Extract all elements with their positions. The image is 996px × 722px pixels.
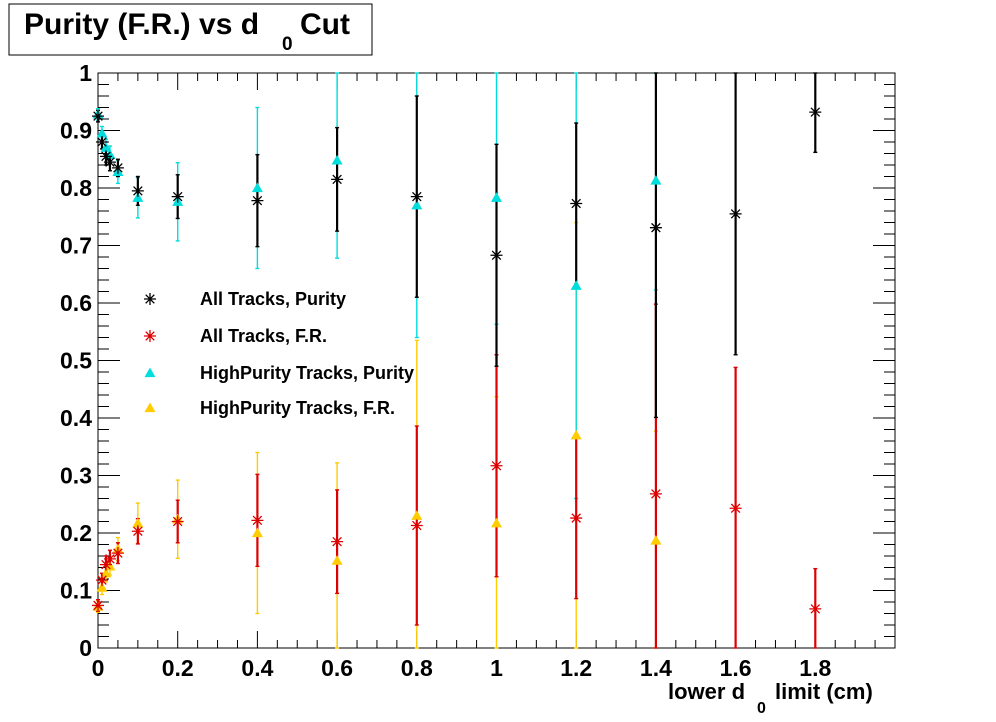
star-marker <box>649 487 662 500</box>
y-tick-label: 0.9 <box>60 118 92 144</box>
triangle-marker <box>100 142 112 152</box>
star-marker <box>331 535 344 548</box>
star-marker <box>99 558 112 571</box>
star-marker <box>570 512 583 525</box>
legend-label: HighPurity Tracks, F.R. <box>200 398 395 418</box>
star-marker <box>131 525 144 538</box>
y-tick-label: 0.5 <box>60 348 92 374</box>
star-marker <box>171 190 184 203</box>
legend: All Tracks, Purity All Tracks, F.R. HighPu… <box>144 289 414 418</box>
y-axis: 0 0.1 0.2 0.3 0.4 0.5 0.6 0.7 0.8 0.9 1 <box>60 60 895 661</box>
star-marker <box>144 330 156 342</box>
x-axis-label-tail: limit (cm) <box>775 679 873 704</box>
triangle-marker <box>96 582 108 592</box>
triangle-marker <box>411 199 423 210</box>
star-marker <box>99 150 112 163</box>
triangle-marker <box>144 402 156 413</box>
series-errorbars <box>96 303 818 649</box>
star-marker <box>490 459 503 472</box>
triangle-marker <box>411 510 423 520</box>
star-marker <box>95 136 108 148</box>
triangle-marker <box>100 567 112 578</box>
y-tick-label: 0.3 <box>60 463 92 489</box>
x-axis-label-subscript: 0 <box>757 700 766 717</box>
star-marker <box>729 207 742 220</box>
triangle-marker <box>251 182 263 193</box>
triangle-marker <box>104 560 116 571</box>
series-markers <box>92 459 822 615</box>
legend-label: HighPurity Tracks, Purity <box>200 363 414 383</box>
x-axis-label-main: lower d <box>668 679 745 704</box>
chart-title-tail: Cut <box>300 8 350 41</box>
triangle-marker <box>491 517 502 528</box>
legend-entry: All Tracks, F.R. <box>144 326 327 346</box>
y-tick-label: 0.4 <box>60 405 92 431</box>
legend-entry: All Tracks, Purity <box>144 289 346 309</box>
y-tick-label: 0.1 <box>60 578 92 604</box>
y-tick-label: 0.7 <box>60 233 92 259</box>
legend-entry: HighPurity Tracks, F.R. <box>144 398 395 418</box>
chart-title: Purity (F.R.) vs d <box>24 8 259 41</box>
x-tick-label: 0.2 <box>162 655 194 681</box>
y-tick-label: 0.2 <box>60 520 92 546</box>
legend-label: All Tracks, Purity <box>200 289 346 309</box>
star-marker <box>103 156 116 169</box>
star-marker <box>92 599 104 612</box>
x-tick-label: 1.6 <box>720 655 752 681</box>
triangle-marker <box>251 527 263 538</box>
x-tick-label: 1 <box>490 655 503 681</box>
x-tick-label: 0 <box>92 655 105 681</box>
star-marker <box>251 194 264 207</box>
title-box: Purity (F.R.) vs d 0 Cut <box>8 3 373 56</box>
triangle-marker <box>96 127 108 138</box>
star-marker <box>809 106 822 119</box>
y-tick-label: 0 <box>79 635 92 661</box>
star-marker <box>92 110 104 123</box>
y-tick-label: 0.6 <box>60 290 92 316</box>
star-marker <box>410 190 423 203</box>
triangle-marker <box>650 534 662 545</box>
x-tick-label: 0.8 <box>401 655 433 681</box>
star-marker <box>490 249 503 262</box>
triangle-marker <box>132 192 144 202</box>
star-marker <box>331 173 344 186</box>
star-marker <box>144 293 156 305</box>
triangle-marker <box>144 367 156 378</box>
star-marker <box>809 602 822 615</box>
star-marker <box>649 221 662 234</box>
star-marker <box>251 514 264 527</box>
x-tick-label: 1.4 <box>640 655 672 681</box>
x-axis-label: lower d 0 limit (cm) <box>668 679 873 717</box>
star-marker <box>103 552 116 565</box>
star-marker <box>131 184 144 197</box>
legend-label: All Tracks, F.R. <box>200 326 327 346</box>
star-marker <box>95 574 108 587</box>
star-marker <box>729 502 742 515</box>
triangle-marker <box>132 517 144 528</box>
x-axis: 0 0.2 0.4 0.6 0.8 1 1.2 1.4 1.6 1.8 <box>92 73 876 681</box>
series-markers <box>92 106 822 262</box>
x-tick-label: 0.4 <box>241 655 273 681</box>
y-tick-label: 0.8 <box>60 175 92 201</box>
triangle-marker <box>570 280 582 290</box>
x-tick-label: 0.6 <box>321 655 353 681</box>
star-marker <box>111 547 124 560</box>
star-marker <box>570 197 583 210</box>
legend-entry: HighPurity Tracks, Purity <box>144 363 414 383</box>
triangle-marker <box>570 429 582 440</box>
triangle-marker <box>491 192 502 202</box>
y-tick-label: 1 <box>79 60 92 86</box>
star-marker <box>171 515 184 528</box>
series-layer <box>92 72 822 649</box>
triangle-marker <box>331 154 343 165</box>
x-tick-label: 1.2 <box>560 655 592 681</box>
star-marker <box>111 161 124 174</box>
x-tick-label: 1.8 <box>799 655 831 681</box>
triangle-marker <box>331 555 343 565</box>
triangle-marker <box>650 175 662 185</box>
chart-title-subscript: 0 <box>282 34 293 55</box>
star-marker <box>410 519 423 532</box>
